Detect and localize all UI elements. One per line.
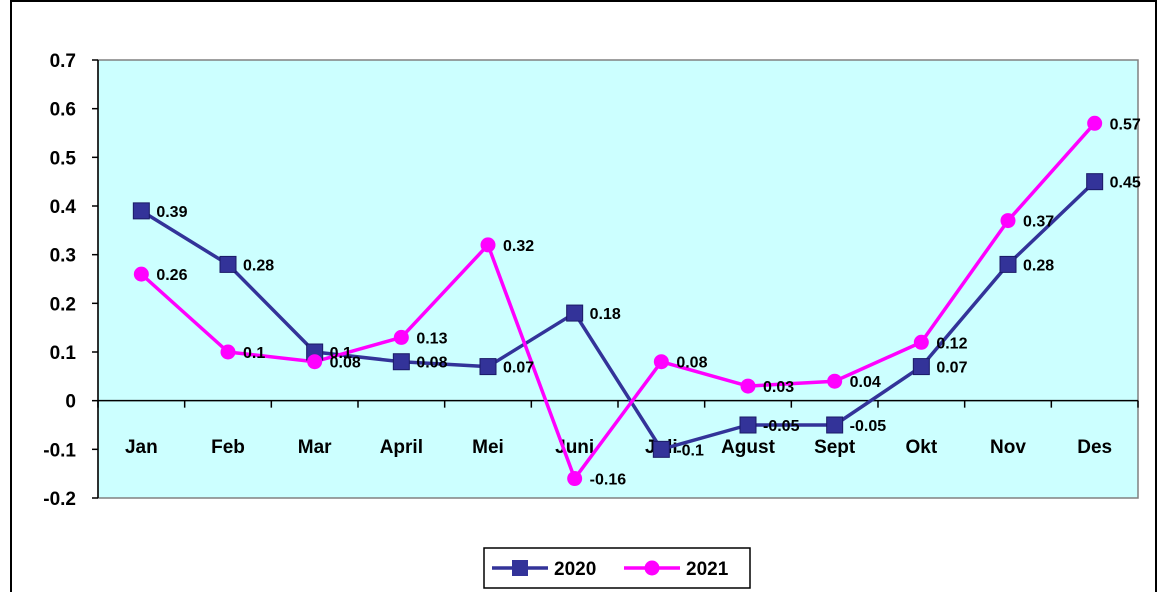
- point-2021-Feb: [220, 344, 236, 360]
- point-2021-Jan: [133, 266, 149, 282]
- data-label-2020-Juli: -0.1: [676, 442, 704, 459]
- data-label-2021-Mei: 0.32: [503, 238, 534, 255]
- data-label-2020-Des: 0.45: [1110, 175, 1141, 192]
- data-label-2021-Feb: 0.1: [243, 345, 265, 362]
- legend-marker-2020: [512, 560, 528, 576]
- point-2021-Okt: [913, 334, 929, 350]
- y-tick-label: 0: [65, 392, 76, 413]
- plot-area: [97, 59, 1139, 499]
- point-2021-Sept: [827, 373, 843, 389]
- data-label-2020-April: 0.08: [416, 355, 447, 372]
- x-tick-label: Nov: [990, 437, 1026, 458]
- x-tick-label: Feb: [211, 437, 245, 458]
- data-label-2021-Sept: 0.04: [850, 374, 881, 391]
- legend-label-2020: 2020: [554, 559, 596, 580]
- point-2020-Des: [1086, 173, 1104, 191]
- point-2021-Juni: [567, 471, 583, 487]
- y-tick-label: 0.5: [50, 148, 77, 169]
- x-tick-label: Sept: [814, 437, 856, 458]
- data-label-2020-Mar: 0.1: [330, 345, 352, 362]
- x-tick-label: Mei: [472, 437, 504, 458]
- point-2021-Nov: [1000, 213, 1016, 229]
- x-tick-label: April: [380, 437, 423, 458]
- data-label-2021-Agust: 0.03: [763, 379, 794, 396]
- point-2020-Feb: [219, 255, 237, 273]
- y-tick-label: -0.1: [43, 440, 76, 461]
- point-2020-Juli: [652, 440, 670, 458]
- point-2020-Nov: [999, 255, 1017, 273]
- data-label-2020-Jan: 0.39: [156, 204, 187, 221]
- point-2020-April: [392, 353, 410, 371]
- data-label-2020-Sept: -0.05: [850, 418, 887, 435]
- legend-marker-2021: [644, 560, 660, 576]
- point-2021-Des: [1087, 115, 1103, 131]
- x-tick-label: Agust: [721, 437, 776, 458]
- data-label-2020-Mei: 0.07: [503, 360, 534, 377]
- data-label-2021-Jan: 0.26: [156, 267, 187, 284]
- y-tick-label: 0.1: [50, 343, 77, 364]
- x-tick-label: Mar: [298, 437, 332, 458]
- data-label-2021-Juni: -0.16: [590, 472, 627, 489]
- y-tick-label: 0.6: [50, 100, 76, 121]
- series-line-2020: [140, 180, 1096, 452]
- point-2021-Mei: [480, 237, 496, 253]
- point-2021-Juli: [653, 354, 669, 370]
- point-2020-Agust: [739, 416, 757, 434]
- y-tick-label: 0.7: [50, 51, 76, 72]
- point-2021-Mar: [307, 354, 323, 370]
- data-label-2021-Mar: 0.08: [330, 355, 361, 372]
- y-tick-label: 0.2: [50, 294, 76, 315]
- data-label-2020-Okt: 0.07: [936, 360, 967, 377]
- y-tick-label: 0.4: [50, 197, 77, 218]
- y-tick-label: -0.2: [43, 489, 76, 510]
- data-label-2020-Nov: 0.28: [1023, 257, 1054, 274]
- point-2021-April: [393, 329, 409, 345]
- data-label-2021-April: 0.13: [416, 330, 447, 347]
- data-label-2021-Okt: 0.12: [936, 335, 967, 352]
- point-2020-Juni: [566, 304, 584, 322]
- point-2020-Mei: [479, 358, 497, 376]
- x-tick-label: Okt: [905, 437, 937, 458]
- data-label-2021-Des: 0.57: [1110, 116, 1141, 133]
- data-label-2021-Nov: 0.37: [1023, 214, 1054, 231]
- data-label-2020-Agust: -0.05: [763, 418, 800, 435]
- point-2020-Jan: [132, 202, 150, 220]
- data-label-2021-Juli: 0.08: [676, 355, 707, 372]
- series-line-2021: [140, 122, 1096, 481]
- x-tick-label: Jan: [125, 437, 158, 458]
- point-2020-Okt: [912, 358, 930, 376]
- data-label-2020-Juni: 0.18: [590, 306, 621, 323]
- y-tick-label: 0.3: [50, 246, 76, 267]
- data-label-2020-Feb: 0.28: [243, 257, 274, 274]
- point-2021-Agust: [740, 378, 756, 394]
- x-tick-label: Des: [1077, 437, 1112, 458]
- point-2020-Sept: [826, 416, 844, 434]
- legend-label-2021: 2021: [686, 559, 729, 580]
